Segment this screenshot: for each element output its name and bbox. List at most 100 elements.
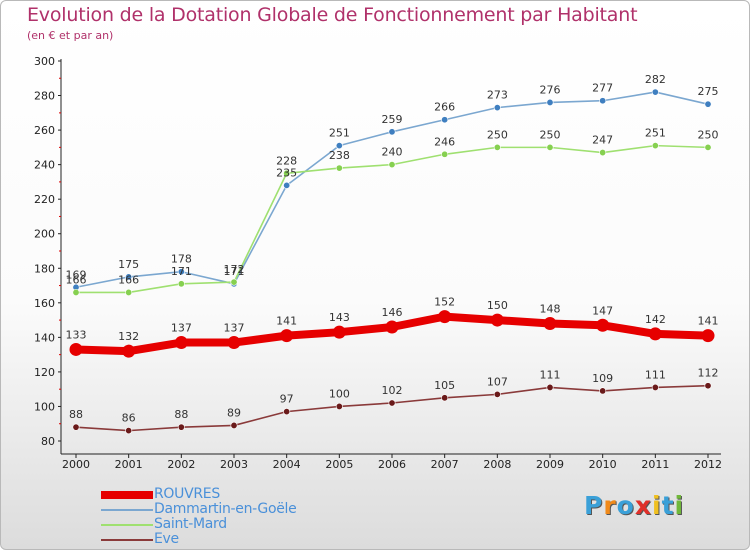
series-marker [546,383,554,391]
data-label: 166 [66,273,87,286]
data-label: 246 [434,135,455,148]
y-tick-label: 120 [34,366,55,379]
data-label: 86 [122,412,136,425]
series-marker [122,344,136,358]
data-label: 102 [382,384,403,397]
series-marker [230,421,238,429]
series-marker [385,320,399,334]
series-marker [177,280,185,288]
chart-series [69,88,715,435]
series-marker [177,423,185,431]
data-label: 89 [227,406,241,419]
legend-swatch [101,490,153,499]
series-marker [388,161,396,169]
x-tick-label: 2008 [483,458,511,471]
data-label: 259 [382,113,403,126]
chart-subtitle: (en € et par an) [27,29,114,42]
data-label: 276 [540,83,561,96]
series-marker [335,164,343,172]
data-label: 250 [698,128,719,141]
chart-title: Evolution de la Dotation Globale de Fonc… [27,4,638,26]
series-marker [72,423,80,431]
data-label: 109 [592,372,613,385]
data-label: 238 [329,149,350,162]
data-label: 150 [487,299,508,312]
x-tick-label: 2006 [378,458,406,471]
y-tick-label: 260 [34,124,55,137]
data-label: 247 [592,134,613,147]
data-label: 171 [224,265,245,278]
data-label: 251 [329,127,350,140]
data-label: 107 [487,375,508,388]
series-marker [648,327,662,341]
x-tick-label: 2003 [220,458,248,471]
data-label: 88 [174,408,188,421]
legend-item: Dammartin-en-Goële [101,501,297,517]
data-label: 178 [171,253,192,266]
series-marker [490,313,504,327]
series-marker [332,325,346,339]
data-label: 166 [118,273,139,286]
series-marker [125,427,133,435]
data-label: 277 [592,82,613,95]
series-marker [227,336,241,350]
data-label: 273 [487,89,508,102]
series-marker [704,100,712,108]
y-tick-label: 160 [34,297,55,310]
y-tick-label: 240 [34,159,55,172]
legend-swatch [101,508,153,511]
x-tick-label: 2004 [273,458,301,471]
y-tick-label: 300 [34,55,55,68]
data-label: 250 [487,128,508,141]
series-marker [174,336,188,350]
y-tick-label: 140 [34,331,55,344]
data-label: 251 [645,127,666,140]
series-marker [72,288,80,296]
data-label: 171 [171,265,192,278]
data-label: 275 [698,85,719,98]
series-marker [69,342,83,356]
data-label: 88 [69,408,83,421]
data-label: 169 [66,268,87,281]
series-marker [441,116,449,124]
series-marker [599,387,607,395]
legend-item: Saint-Mard [101,517,296,532]
series-marker [441,394,449,402]
series-marker [335,402,343,410]
legend-label: Eve [154,531,179,547]
series-marker [441,150,449,158]
y-tick-label: 80 [41,435,55,448]
chart-axes: 80 100 120 140 160 180 200 220 240 260 280 300 2000 2… [34,55,722,471]
legend-label: ROUVRES [154,486,220,502]
y-tick-label: 180 [34,262,55,275]
data-label: 142 [645,313,666,326]
series-marker [283,169,291,177]
data-label: 105 [434,379,455,392]
series-marker [335,142,343,150]
series-marker [543,317,557,331]
x-tick-label: 2010 [589,458,617,471]
x-tick-label: 2002 [167,458,195,471]
proxiti-logo: Proxiti [584,491,685,520]
series-marker [388,128,396,136]
data-label: 228 [276,154,297,167]
data-label: 282 [645,73,666,86]
data-label: 143 [329,311,350,324]
series-marker [596,318,610,332]
data-label: 152 [434,296,455,309]
legend-label: Saint-Mard [154,516,227,532]
legend-swatch [101,538,153,541]
legend-label: Dammartin-en-Goële [154,501,297,517]
data-label: 111 [540,368,561,381]
series-marker [546,98,554,106]
data-label: 146 [382,306,403,319]
chart-legend: ROUVRES Dammartin-en-Goële Saint-Mard Eve [101,486,297,547]
series-marker [283,181,291,189]
x-tick-label: 2011 [641,458,669,471]
data-label: 266 [434,101,455,114]
y-tick-label: 220 [34,193,55,206]
series-marker [704,143,712,151]
series-marker [125,273,133,281]
series-marker [388,399,396,407]
